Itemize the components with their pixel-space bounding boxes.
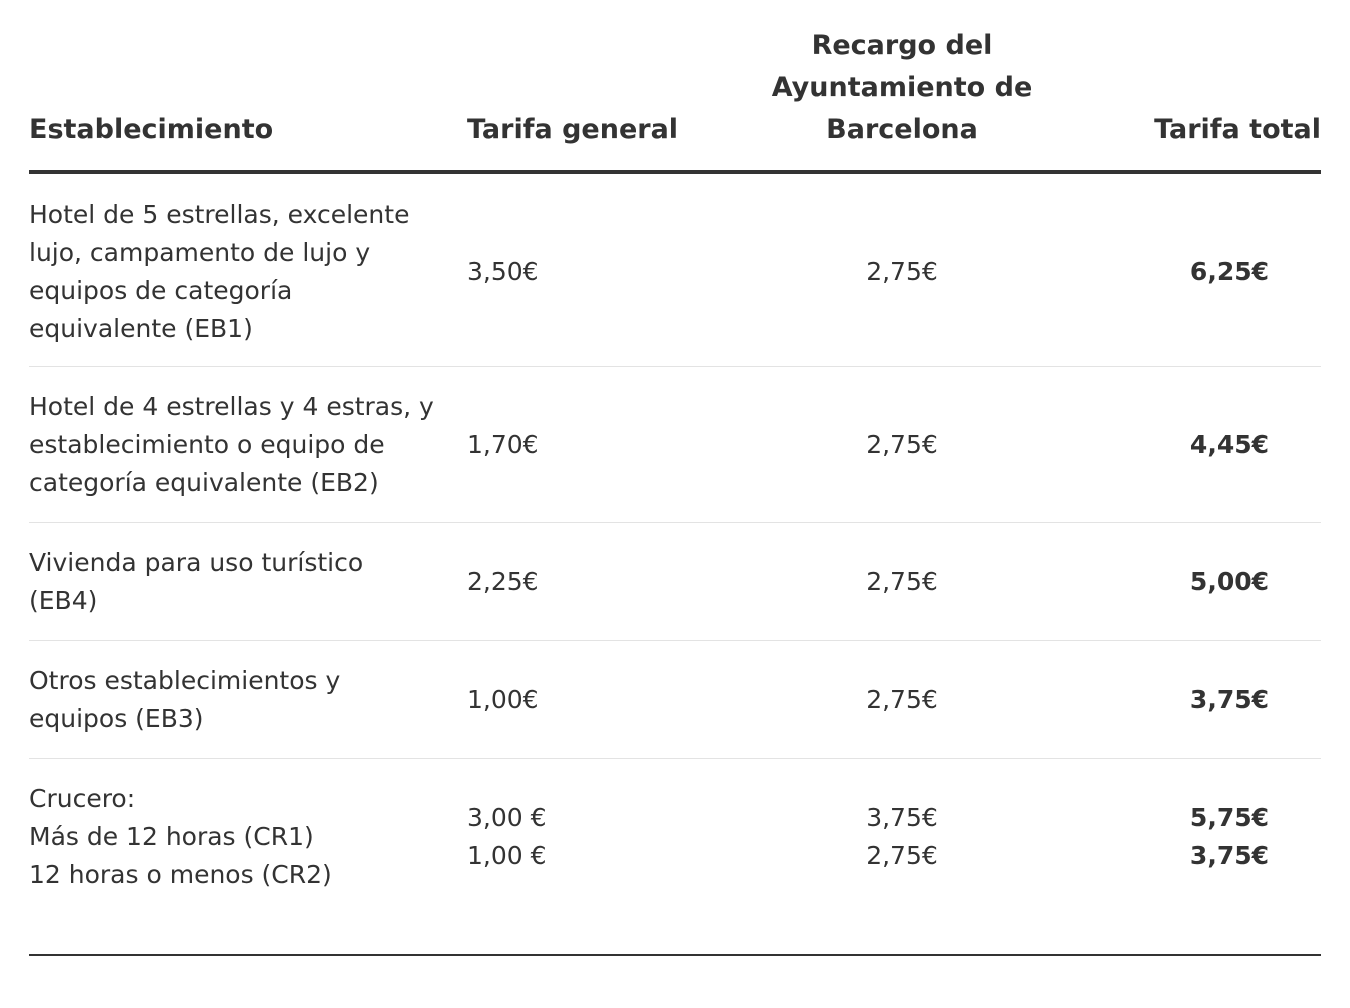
crucero-cr1-tarifa-general: 3,00 € bbox=[467, 803, 547, 832]
cell-recargo: 2,75€ bbox=[727, 522, 1077, 641]
crucero-cr2-tarifa-general: 1,00 € bbox=[467, 841, 547, 870]
crucero-cr2-recargo: 2,75€ bbox=[866, 841, 938, 870]
header-recargo: Recargo del Ayuntamiento de Barcelona bbox=[727, 0, 1077, 174]
cell-establecimiento: Vivienda para uso turístico (EB4) bbox=[29, 522, 467, 641]
cell-establecimiento: Crucero: Más de 12 horas (CR1) 12 horas … bbox=[29, 758, 467, 956]
cell-tarifa-general: 3,00 € 1,00 € bbox=[467, 758, 727, 956]
cell-establecimiento: Hotel de 4 estrellas y 4 estras, y estab… bbox=[29, 366, 467, 523]
cell-tarifa-total: 5,75€ 3,75€ bbox=[1077, 758, 1321, 956]
cell-recargo: 3,75€ 2,75€ bbox=[727, 758, 1077, 956]
crucero-cr1-recargo: 3,75€ bbox=[866, 803, 938, 832]
cell-tarifa-total: 4,45€ bbox=[1077, 366, 1321, 523]
cell-establecimiento: Hotel de 5 estrellas, excelente lujo, ca… bbox=[29, 172, 467, 367]
table-body: Hotel de 5 estrellas, excelente lujo, ca… bbox=[29, 172, 1321, 956]
tax-rates-table: Establecimiento Tarifa general Recargo d… bbox=[29, 0, 1321, 956]
cell-tarifa-general: 3,50€ bbox=[467, 172, 727, 367]
crucero-cr2-label: 12 horas o menos (CR2) bbox=[29, 860, 332, 889]
header-establecimiento: Establecimiento bbox=[29, 0, 467, 174]
table-row: Vivienda para uso turístico (EB4) 2,25€ … bbox=[29, 522, 1321, 641]
header-tarifa-total: Tarifa total bbox=[1077, 0, 1321, 174]
cell-tarifa-total: 5,00€ bbox=[1077, 522, 1321, 641]
cell-tarifa-general: 1,00€ bbox=[467, 640, 727, 759]
table-row: Crucero: Más de 12 horas (CR1) 12 horas … bbox=[29, 758, 1321, 956]
cell-recargo: 2,75€ bbox=[727, 172, 1077, 367]
cell-tarifa-total: 3,75€ bbox=[1077, 640, 1321, 759]
cell-recargo: 2,75€ bbox=[727, 366, 1077, 523]
table-row: Otros establecimientos y equipos (EB3) 1… bbox=[29, 640, 1321, 759]
crucero-cr1-label: Más de 12 horas (CR1) bbox=[29, 822, 314, 851]
crucero-cr1-tarifa-total: 5,75€ bbox=[1189, 803, 1269, 832]
table-row: Hotel de 5 estrellas, excelente lujo, ca… bbox=[29, 172, 1321, 367]
table-header: Establecimiento Tarifa general Recargo d… bbox=[29, 0, 1321, 174]
header-tarifa-general: Tarifa general bbox=[467, 0, 727, 174]
header-row: Establecimiento Tarifa general Recargo d… bbox=[29, 0, 1321, 174]
crucero-cr2-tarifa-total: 3,75€ bbox=[1189, 841, 1269, 870]
cell-tarifa-general: 2,25€ bbox=[467, 522, 727, 641]
cell-recargo: 2,75€ bbox=[727, 640, 1077, 759]
crucero-label: Crucero: bbox=[29, 784, 136, 813]
table-row: Hotel de 4 estrellas y 4 estras, y estab… bbox=[29, 366, 1321, 523]
tax-rates-table-container: Establecimiento Tarifa general Recargo d… bbox=[29, 0, 1321, 956]
cell-tarifa-total: 6,25€ bbox=[1077, 172, 1321, 367]
cell-establecimiento: Otros establecimientos y equipos (EB3) bbox=[29, 640, 467, 759]
cell-tarifa-general: 1,70€ bbox=[467, 366, 727, 523]
